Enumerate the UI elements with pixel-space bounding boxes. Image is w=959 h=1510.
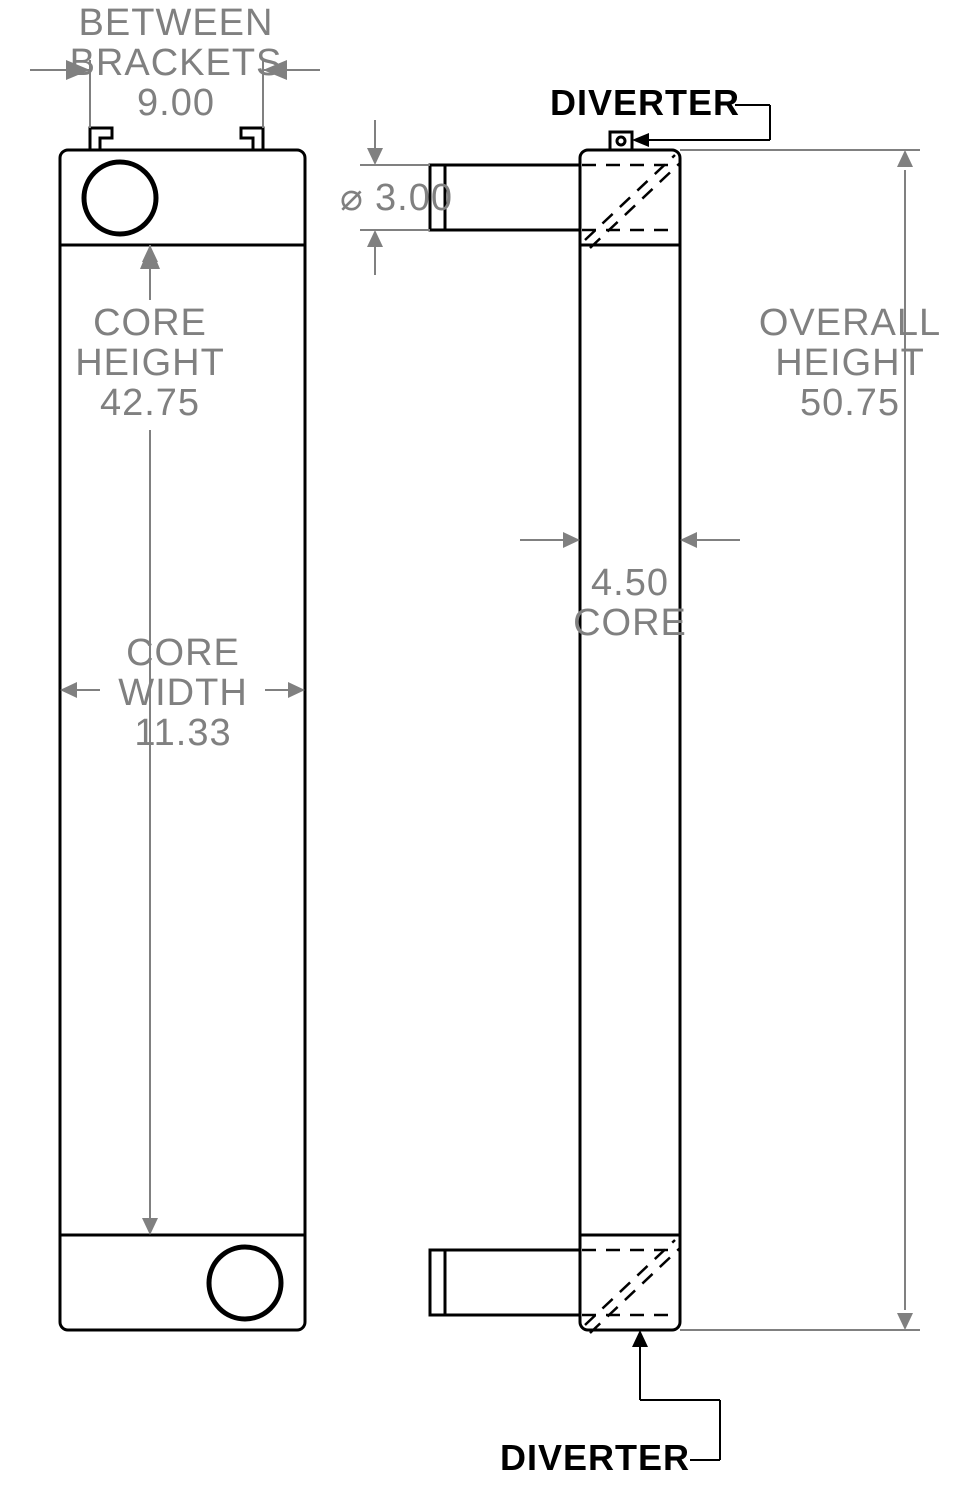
dim-core-depth: 4.50 CORE	[520, 532, 740, 644]
core-width-l1: CORE	[126, 632, 240, 674]
core-height-val: 42.75	[100, 382, 200, 424]
diameter-symbol: ⌀	[340, 177, 364, 219]
label-diverter-top: DIVERTER	[550, 82, 770, 147]
between-brackets-val: 9.00	[137, 82, 215, 124]
top-port	[84, 162, 156, 234]
overall-height-l1: OVERALL	[759, 302, 941, 344]
core-height-l1: CORE	[93, 302, 207, 344]
dim-diameter: ⌀ 3.00	[340, 120, 453, 275]
dim-overall-height: OVERALL HEIGHT 50.75	[680, 150, 941, 1330]
between-brackets-l2: BRACKETS	[70, 42, 283, 84]
core-height-l2: HEIGHT	[75, 342, 225, 384]
core-width-l2: WIDTH	[118, 672, 248, 714]
diameter-val: 3.00	[375, 177, 453, 219]
bracket-right	[241, 128, 263, 150]
dim-between-brackets: BETWEEN BRACKETS 9.00	[30, 2, 320, 128]
side-view	[430, 132, 680, 1333]
between-brackets-l1: BETWEEN	[79, 2, 274, 44]
diverter-tab-top	[610, 132, 632, 150]
core-width-val: 11.33	[134, 712, 231, 754]
technical-drawing: BETWEEN BRACKETS 9.00 CORE HEIGHT 42.75 …	[0, 0, 959, 1510]
overall-height-l2: HEIGHT	[775, 342, 925, 384]
diverter-top-text: DIVERTER	[550, 82, 740, 123]
dim-core-width: CORE WIDTH 11.33	[60, 632, 305, 754]
bracket-left	[90, 128, 112, 150]
diverter-bottom-text: DIVERTER	[500, 1437, 690, 1478]
core-depth-l2: CORE	[573, 602, 687, 644]
label-diverter-bottom: DIVERTER	[500, 1330, 720, 1478]
overall-height-val: 50.75	[800, 382, 900, 424]
bottom-port	[209, 1247, 281, 1319]
core-depth-val: 4.50	[591, 562, 669, 604]
